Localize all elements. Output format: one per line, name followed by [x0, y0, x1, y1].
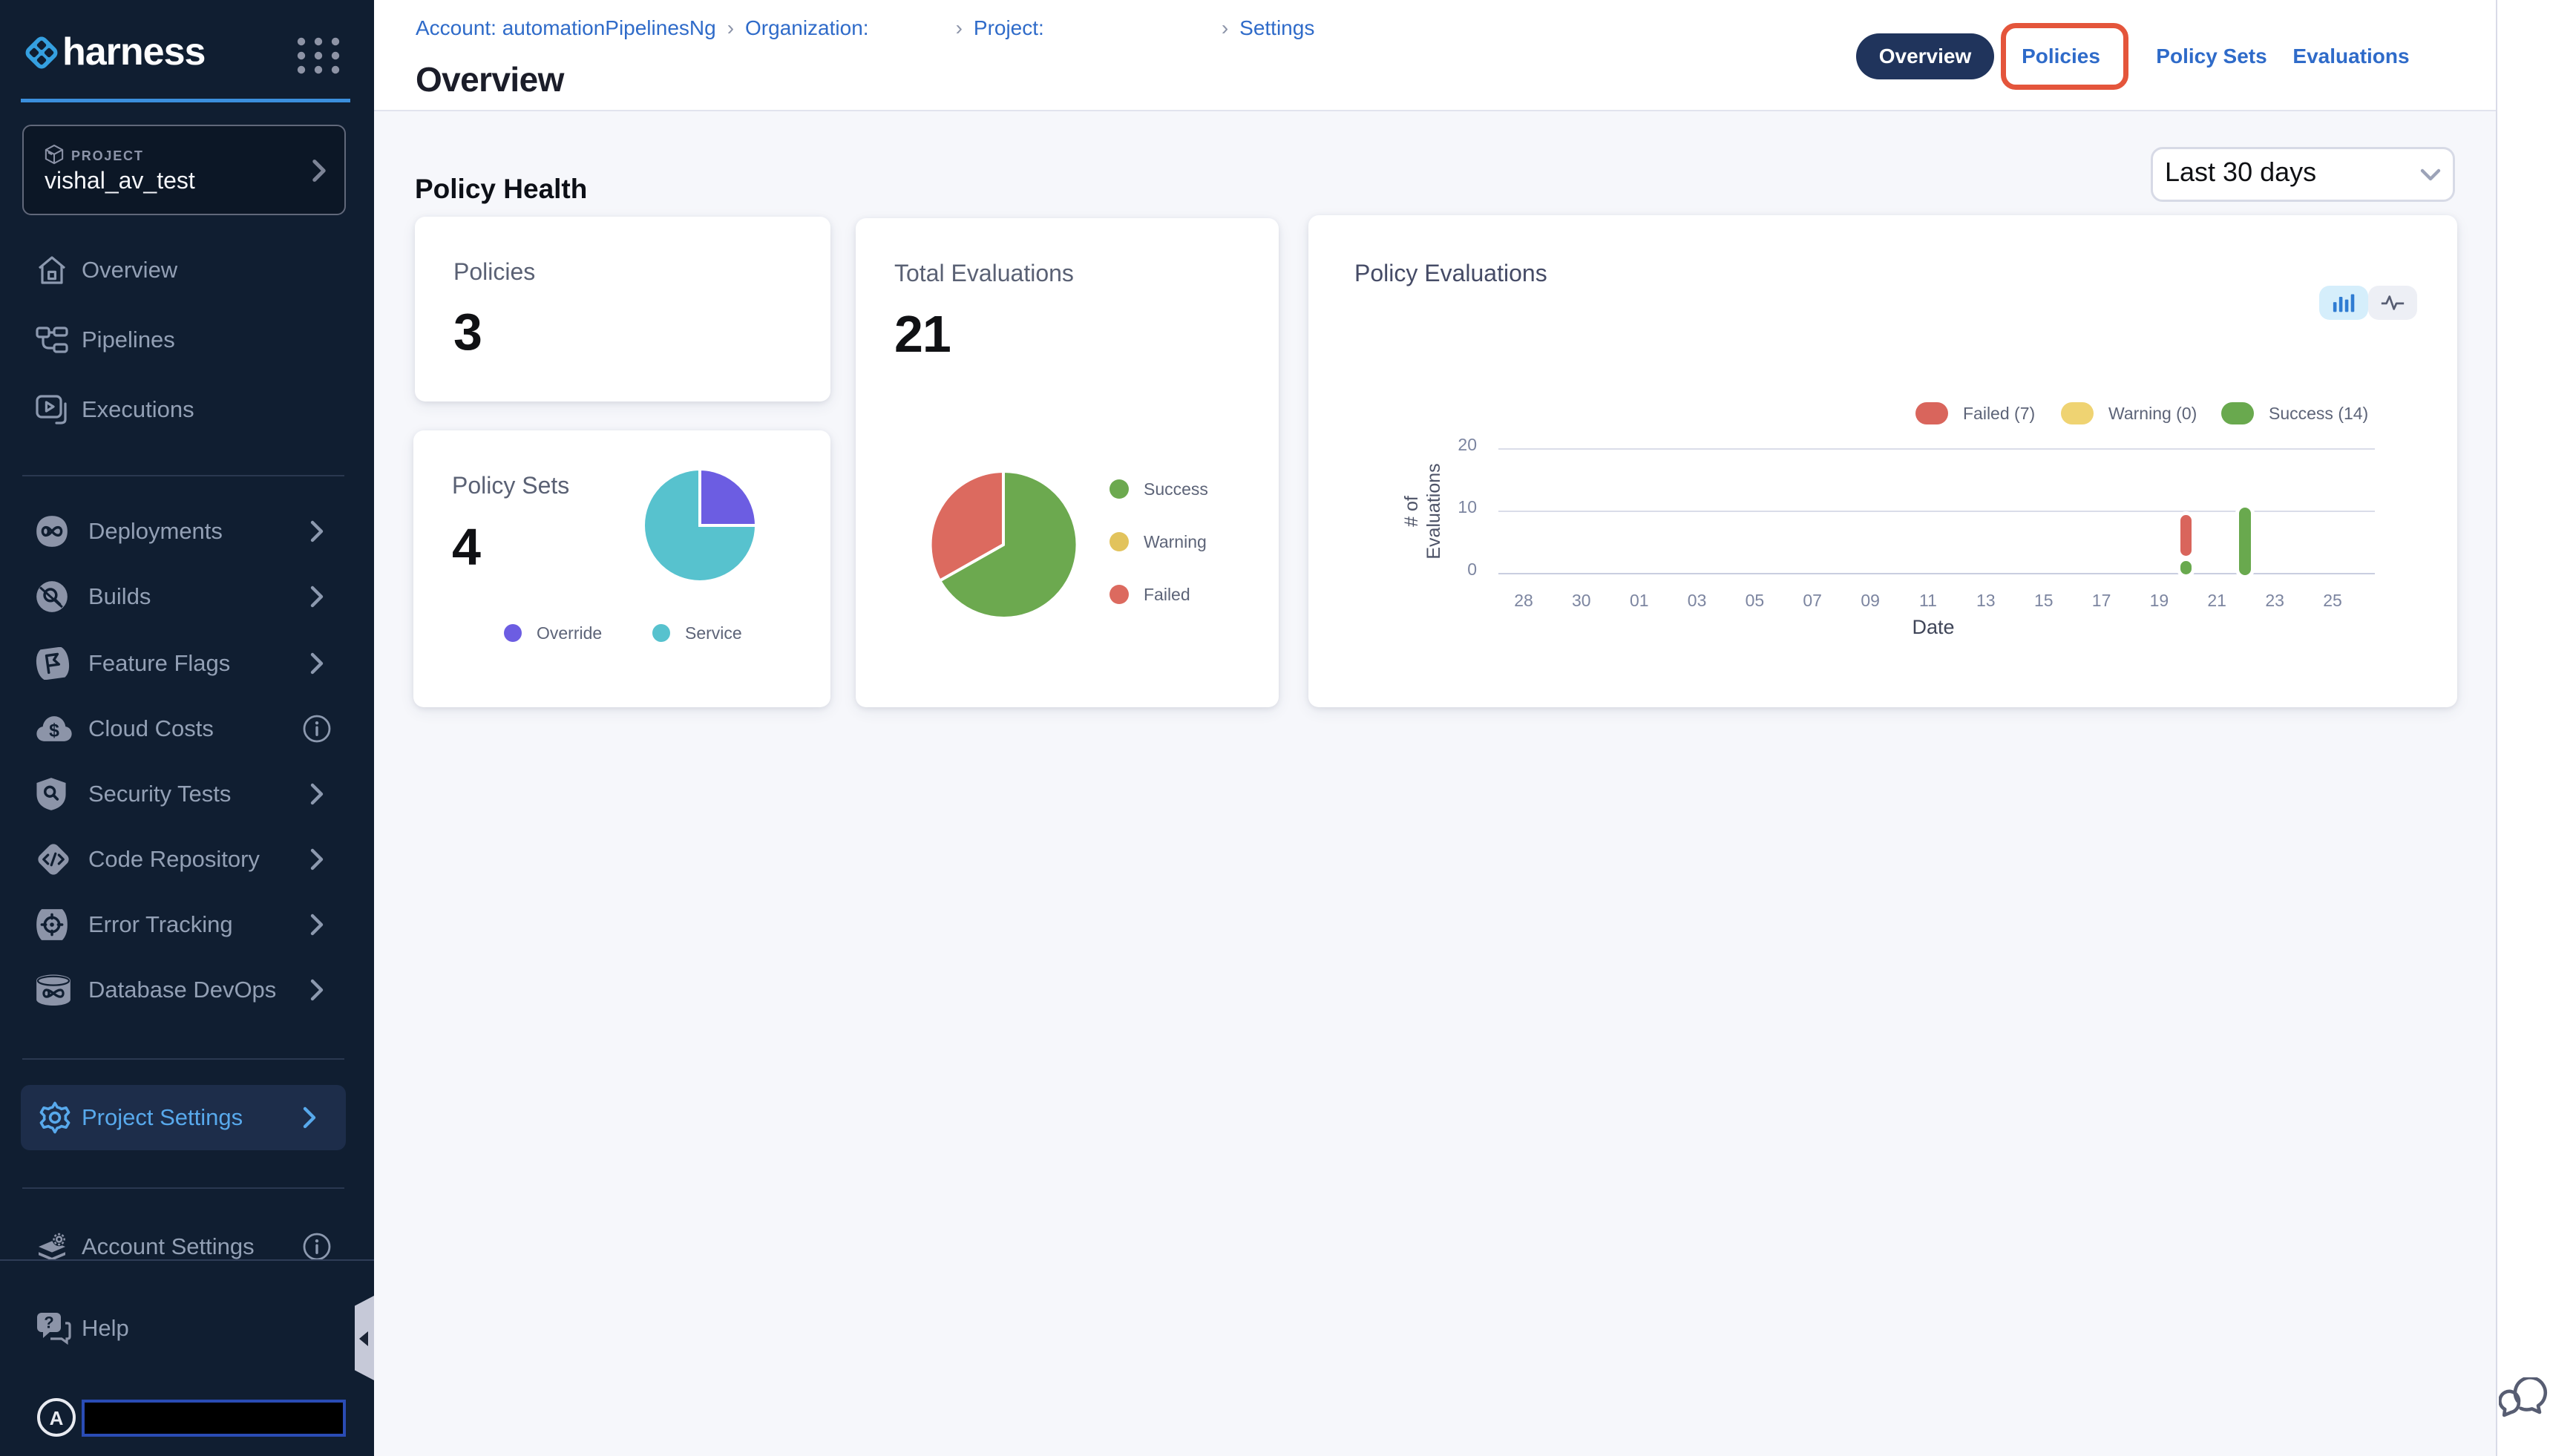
svg-text:$: $: [49, 721, 59, 741]
svg-text:?: ?: [44, 1314, 53, 1332]
